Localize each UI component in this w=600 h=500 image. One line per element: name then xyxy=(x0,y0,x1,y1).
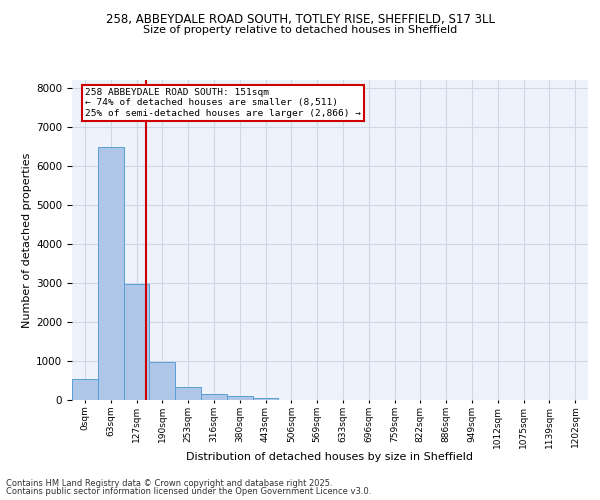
Bar xyxy=(72,380,98,400)
Bar xyxy=(124,284,149,400)
Text: 258, ABBEYDALE ROAD SOUTH, TOTLEY RISE, SHEFFIELD, S17 3LL: 258, ABBEYDALE ROAD SOUTH, TOTLEY RISE, … xyxy=(106,12,494,26)
Text: Contains public sector information licensed under the Open Government Licence v3: Contains public sector information licen… xyxy=(6,487,371,496)
Bar xyxy=(98,146,124,400)
Text: 258 ABBEYDALE ROAD SOUTH: 151sqm
← 74% of detached houses are smaller (8,511)
25: 258 ABBEYDALE ROAD SOUTH: 151sqm ← 74% o… xyxy=(85,88,361,118)
Bar xyxy=(175,387,201,400)
Bar xyxy=(149,362,175,400)
Bar xyxy=(253,398,278,400)
Bar xyxy=(227,396,253,400)
X-axis label: Distribution of detached houses by size in Sheffield: Distribution of detached houses by size … xyxy=(187,452,473,462)
Y-axis label: Number of detached properties: Number of detached properties xyxy=(22,152,32,328)
Text: Size of property relative to detached houses in Sheffield: Size of property relative to detached ho… xyxy=(143,25,457,35)
Text: Contains HM Land Registry data © Crown copyright and database right 2025.: Contains HM Land Registry data © Crown c… xyxy=(6,478,332,488)
Bar xyxy=(201,394,227,400)
